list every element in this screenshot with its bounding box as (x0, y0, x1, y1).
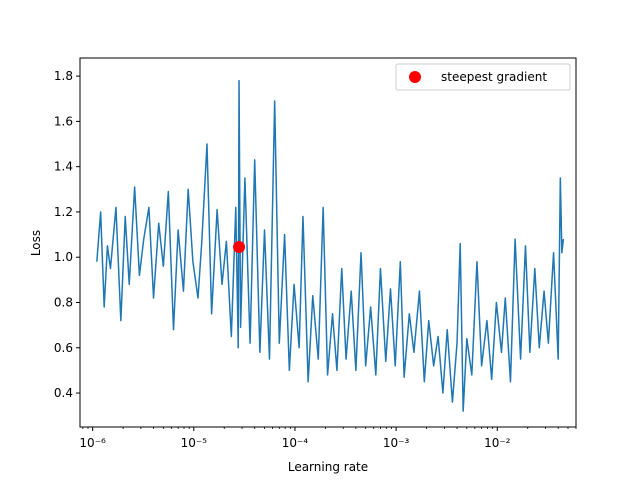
plot-frame (79, 57, 577, 428)
legend-marker-steepest-gradient (409, 71, 421, 83)
y-tick-label: 1.6 (54, 114, 73, 128)
loss-line (96, 79, 565, 412)
y-tick-label: 0.8 (54, 295, 73, 309)
y-tick-label: 1.2 (54, 205, 73, 219)
legend: steepest gradient (395, 63, 571, 91)
y-tick-label: 1.0 (54, 250, 73, 264)
x-tick-label: 10⁻³ (383, 436, 410, 450)
x-axis-ticks: 10⁻⁶ 10⁻⁵ 10⁻⁴ 10⁻³ 10⁻² (79, 427, 577, 450)
x-tick-label: 10⁻⁴ (282, 436, 309, 450)
plot-layer (96, 79, 565, 412)
x-tick-label: 10⁻⁵ (181, 436, 208, 450)
steepest-gradient-point (233, 241, 246, 254)
y-tick-label: 1.4 (54, 160, 73, 174)
x-tick-label: 10⁻² (484, 436, 511, 450)
y-tick-label: 1.8 (54, 69, 73, 83)
x-axis-label: Learning rate (288, 460, 368, 474)
x-tick-label: 10⁻⁶ (79, 436, 106, 450)
legend-box (395, 63, 571, 91)
y-tick-label: 0.4 (54, 386, 73, 400)
y-axis-label: Loss (29, 230, 43, 256)
y-axis-ticks: 0.4 0.6 0.8 1.0 1.2 1.4 1.6 1.8 (54, 69, 80, 400)
legend-label-steepest-gradient: steepest gradient (441, 70, 547, 84)
y-tick-label: 0.6 (54, 341, 73, 355)
